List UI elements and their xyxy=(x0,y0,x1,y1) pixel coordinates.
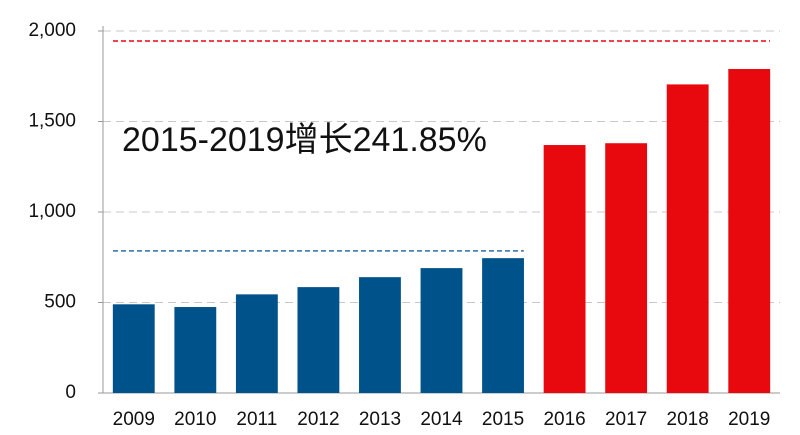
x-tick-label: 2013 xyxy=(359,409,401,430)
x-tick-label: 2016 xyxy=(543,409,585,430)
bar xyxy=(728,69,771,393)
bar xyxy=(297,287,340,393)
x-tick-label: 2019 xyxy=(728,409,770,430)
bar xyxy=(482,258,524,393)
x-tick-label: 2010 xyxy=(174,409,216,430)
bar xyxy=(174,307,217,393)
y-tick-label: 1,500 xyxy=(28,111,76,132)
x-tick-label: 2015 xyxy=(482,409,524,430)
y-tick-label: 2,000 xyxy=(28,20,76,41)
y-tick-label: 500 xyxy=(44,292,76,313)
y-tick-label: 1,000 xyxy=(28,201,76,222)
x-tick-label: 2014 xyxy=(420,409,463,430)
x-tick-label: 2017 xyxy=(605,409,647,430)
x-tick-label: 2012 xyxy=(297,409,339,430)
bar xyxy=(543,145,586,393)
bar xyxy=(359,277,401,393)
bar xyxy=(666,84,709,394)
x-tick-label: 2011 xyxy=(236,409,277,430)
bar xyxy=(420,268,463,393)
bar xyxy=(112,304,155,393)
x-tick-label: 2009 xyxy=(113,409,155,430)
y-tick-label: 0 xyxy=(65,382,76,403)
bar xyxy=(235,294,278,393)
bar xyxy=(605,143,648,393)
x-tick-label: 2018 xyxy=(667,409,709,430)
annotation: 2015-2019增长241.85% xyxy=(122,121,487,159)
